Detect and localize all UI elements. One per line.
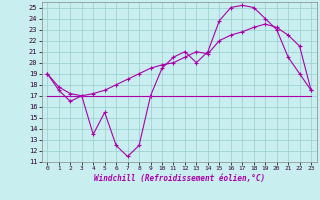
X-axis label: Windchill (Refroidissement éolien,°C): Windchill (Refroidissement éolien,°C): [94, 174, 265, 183]
